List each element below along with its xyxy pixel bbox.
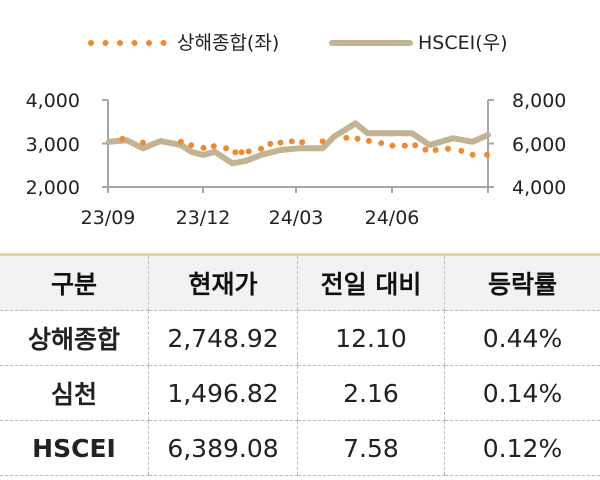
table-header-row: 구분 현재가 전일 대비 등락률 bbox=[0, 254, 600, 311]
y-left-tick: 3,000 bbox=[26, 134, 80, 156]
shanghai-point bbox=[483, 151, 490, 158]
legend-hscei-label: HSCEI(우) bbox=[418, 32, 508, 54]
shanghai-point bbox=[277, 139, 284, 146]
table-row: 심천 1,496.82 2.16 0.14% bbox=[0, 365, 600, 421]
chart-legend: 상해종합(좌) HSCEI(우) bbox=[0, 28, 600, 58]
x-tick: 24/06 bbox=[365, 207, 420, 229]
shanghai-point bbox=[401, 142, 408, 149]
shanghai-point bbox=[232, 149, 239, 156]
shanghai-point bbox=[444, 145, 451, 152]
row-change: 7.58 bbox=[297, 420, 445, 476]
shanghai-point bbox=[238, 149, 245, 156]
line-chart: 4,000 3,000 2,000 8,000 6,000 4,000 23/0… bbox=[26, 90, 567, 229]
y-right-tick: 6,000 bbox=[512, 134, 566, 156]
legend-hscei-marker bbox=[329, 40, 413, 46]
shanghai-point bbox=[177, 138, 184, 145]
shanghai-point bbox=[432, 147, 439, 154]
row-name: 상해종합 bbox=[0, 310, 149, 366]
table-row: HSCEI 6,389.08 7.58 0.12% bbox=[0, 420, 600, 476]
shanghai-point bbox=[223, 145, 230, 152]
shanghai-point bbox=[343, 134, 350, 141]
shanghai-point bbox=[412, 142, 419, 149]
row-change: 12.10 bbox=[297, 310, 445, 366]
shanghai-point bbox=[139, 139, 146, 146]
row-price: 1,496.82 bbox=[148, 365, 298, 421]
shanghai-point bbox=[422, 146, 429, 153]
row-price: 2,748.92 bbox=[148, 310, 298, 366]
row-name: HSCEI bbox=[0, 420, 149, 476]
shanghai-point bbox=[469, 151, 476, 158]
row-change: 2.16 bbox=[297, 365, 445, 421]
shanghai-point bbox=[267, 140, 274, 147]
index-table: 구분 현재가 전일 대비 등락률 상해종합 2,748.92 12.10 0.4… bbox=[0, 253, 600, 476]
y-left-tick: 4,000 bbox=[26, 90, 80, 112]
shanghai-point bbox=[319, 138, 326, 145]
shanghai-point bbox=[288, 138, 295, 145]
row-rate: 0.12% bbox=[444, 420, 600, 476]
shanghai-point bbox=[119, 135, 126, 142]
x-tick: 23/09 bbox=[81, 207, 136, 229]
legend-shanghai-marker bbox=[88, 40, 167, 46]
header-category: 구분 bbox=[0, 254, 149, 311]
shanghai-point bbox=[458, 147, 465, 154]
table-row: 상해종합 2,748.92 12.10 0.44% bbox=[0, 310, 600, 366]
y-right-tick: 4,000 bbox=[512, 177, 566, 199]
y-right-tick: 8,000 bbox=[512, 90, 566, 112]
shanghai-point bbox=[210, 143, 217, 150]
row-price: 6,389.08 bbox=[148, 420, 298, 476]
shanghai-point bbox=[365, 137, 372, 144]
shanghai-point bbox=[354, 135, 361, 142]
shanghai-point bbox=[245, 148, 252, 155]
row-rate: 0.44% bbox=[444, 310, 600, 366]
row-name: 심천 bbox=[0, 365, 149, 421]
header-change: 전일 대비 bbox=[297, 254, 445, 311]
y-left-tick: 2,000 bbox=[26, 177, 80, 199]
shanghai-point bbox=[299, 139, 306, 146]
header-price: 현재가 bbox=[148, 254, 298, 311]
legend-shanghai-label: 상해종합(좌) bbox=[177, 32, 280, 54]
x-tick: 23/12 bbox=[176, 207, 231, 229]
header-rate: 등락률 bbox=[444, 254, 600, 311]
shanghai-point bbox=[378, 140, 385, 147]
shanghai-point bbox=[389, 142, 396, 149]
row-rate: 0.14% bbox=[444, 365, 600, 421]
hscei-line bbox=[106, 120, 491, 167]
x-tick: 24/03 bbox=[269, 207, 324, 229]
shanghai-point bbox=[258, 145, 265, 152]
shanghai-point bbox=[200, 144, 207, 151]
shanghai-point bbox=[188, 142, 195, 149]
